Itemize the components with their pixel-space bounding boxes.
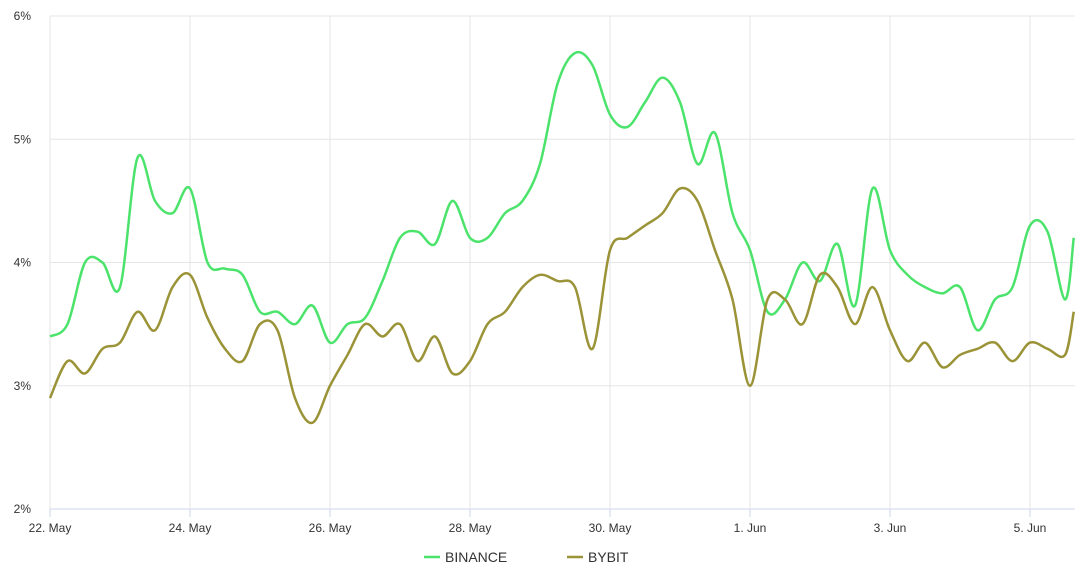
y-axis: 2% 3% 4% 5% 6%: [14, 9, 32, 516]
x-tick-label: 28. May: [449, 521, 492, 535]
y-tick-label: 6%: [14, 9, 32, 23]
series-line-bybit: [48, 186, 1075, 425]
x-tick-label: 26. May: [309, 521, 352, 535]
x-tick-label: 22. May: [29, 521, 72, 535]
legend: BINANCE BYBIT: [424, 549, 629, 565]
x-tick-label: 5. Jun: [1014, 521, 1047, 535]
x-tick-label: 30. May: [589, 521, 632, 535]
x-axis: 22. May 24. May 26. May 28. May 30. May 1. Ju…: [29, 509, 1047, 535]
y-tick-label: 2%: [14, 502, 32, 516]
x-tick-label: 24. May: [169, 521, 212, 535]
y-tick-label: 4%: [14, 256, 32, 270]
x-tick-label: 1. Jun: [734, 521, 767, 535]
y-tick-label: 3%: [14, 379, 32, 393]
series-lines: [48, 50, 1075, 425]
series-line-binance: [49, 50, 1075, 345]
y-tick-label: 5%: [14, 132, 32, 146]
x-tick-label: 3. Jun: [874, 521, 907, 535]
legend-label: BYBIT: [588, 549, 629, 565]
grid: [49, 15, 1075, 510]
legend-label: BINANCE: [445, 549, 507, 565]
